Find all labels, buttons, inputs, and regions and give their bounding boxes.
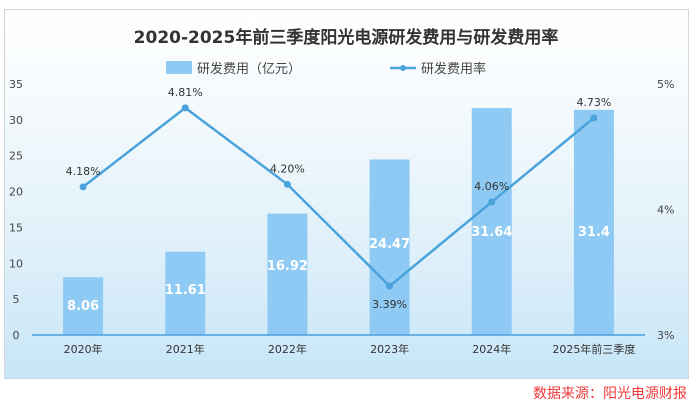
left-axis-tick: 10 <box>9 257 23 270</box>
x-axis-tick: 2021年 <box>166 342 205 356</box>
rate-value-label: 4.06% <box>474 180 509 193</box>
left-axis-tick: 15 <box>9 221 23 234</box>
rate-point-5 <box>590 114 598 122</box>
bar-4 <box>471 108 512 335</box>
legend-line-label: 研发费用率 <box>421 61 486 77</box>
bar-0 <box>63 277 104 335</box>
rate-point-4 <box>488 198 496 206</box>
left-axis-tick: 35 <box>9 78 23 91</box>
x-axis-tick: 2024年 <box>472 342 511 356</box>
x-axis-tick: 2025年前三季度 <box>552 342 635 356</box>
bar-5 <box>573 109 614 336</box>
right-axis-tick: 3% <box>657 329 674 342</box>
right-axis-tick: 4% <box>657 204 674 217</box>
left-axis-tick: 0 <box>13 329 20 342</box>
source-note: 数据来源：阳光电源财报 <box>533 386 687 402</box>
left-axis-tick: 30 <box>9 114 23 127</box>
rate-value-label: 4.18% <box>66 165 101 178</box>
rate-value-label: 4.73% <box>576 96 611 109</box>
rate-value-label: 4.81% <box>168 86 203 99</box>
left-axis-tick: 20 <box>9 186 23 199</box>
x-axis-tick: 2022年 <box>268 342 307 356</box>
bar-value-label: 11.61 <box>165 283 206 298</box>
legend-bar-swatch <box>166 61 192 74</box>
bar-value-label: 31.64 <box>471 225 512 240</box>
legend-bar-label: 研发费用（亿元） <box>197 61 301 77</box>
rate-point-3 <box>386 282 394 290</box>
bar-value-label: 24.47 <box>369 237 410 252</box>
rate-value-label: 3.39% <box>372 298 407 311</box>
x-axis-tick: 2020年 <box>64 342 103 356</box>
rate-point-0 <box>79 183 87 191</box>
chart-title: 2020-2025年前三季度阳光电源研发费用与研发费用率 <box>134 27 559 48</box>
rate-line <box>82 106 595 288</box>
bar-2 <box>267 213 308 335</box>
rate-point-1 <box>181 104 189 112</box>
rate-point-2 <box>283 180 291 188</box>
bar-value-label: 16.92 <box>267 259 308 274</box>
bar-value-label: 31.4 <box>578 225 610 240</box>
rate-value-label: 4.20% <box>270 162 305 175</box>
bar-3 <box>369 159 410 335</box>
bar-value-label: 8.06 <box>67 299 99 314</box>
legend-line-marker <box>400 65 406 71</box>
x-axis-tick: 2023年 <box>370 342 409 356</box>
right-axis-tick: 5% <box>657 78 674 91</box>
left-axis-tick: 25 <box>9 150 23 163</box>
bar-1 <box>165 251 206 335</box>
left-axis-tick: 5 <box>13 293 20 306</box>
